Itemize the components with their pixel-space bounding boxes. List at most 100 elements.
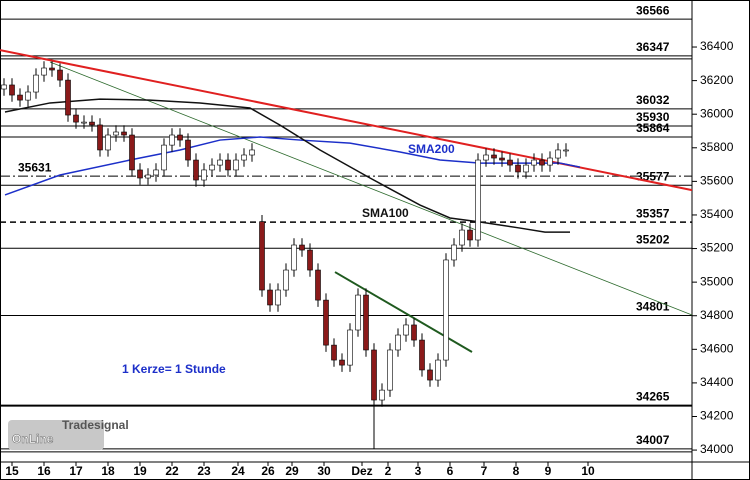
- level-label: 36347: [636, 40, 670, 54]
- candle-body: [355, 294, 361, 331]
- candle-body: [41, 67, 47, 76]
- y-tick-label: 34400: [700, 375, 734, 389]
- x-tick-label: Dez: [351, 464, 372, 478]
- candle-body: [539, 159, 545, 166]
- logo-name: OnLine: [12, 432, 54, 446]
- candle-body: [419, 339, 425, 371]
- candle-body: [483, 154, 489, 161]
- candle-body: [347, 329, 353, 366]
- candle-body: [395, 334, 401, 351]
- sma-line: [4, 98, 570, 233]
- candle-body: [563, 149, 569, 152]
- candle-body: [161, 144, 167, 171]
- candle-body: [1, 84, 7, 90]
- candle-body: [153, 169, 159, 176]
- candle-body: [531, 159, 537, 166]
- sma-line: [4, 136, 581, 196]
- level-label: 35631: [18, 160, 52, 174]
- x-tick-label: 30: [317, 464, 331, 478]
- candle-body: [33, 74, 39, 93]
- candle-body: [491, 154, 497, 159]
- candle-body: [121, 131, 127, 136]
- level-label: 34801: [636, 300, 670, 314]
- y-tick-label: 34600: [700, 341, 734, 355]
- logo-brand: Tradesignal: [62, 418, 129, 432]
- candle-body: [105, 134, 111, 151]
- level-label: 35357: [636, 206, 670, 220]
- y-tick-label: 35200: [700, 241, 734, 255]
- x-tick-label: 6: [447, 464, 454, 478]
- candle-body: [555, 149, 561, 159]
- x-tick-label: 24: [231, 464, 245, 478]
- y-tick-label: 35600: [700, 174, 734, 188]
- trendline: [49, 61, 693, 316]
- x-tick-label: 2: [385, 464, 392, 478]
- y-tick-label: 34000: [700, 442, 734, 456]
- candle-body: [57, 69, 63, 81]
- candle-body: [49, 67, 55, 71]
- x-tick-label: 16: [37, 464, 51, 478]
- logo: Tradesignal OnLine: [8, 418, 129, 450]
- candle-body: [475, 159, 481, 241]
- candle-body: [451, 244, 457, 261]
- candle-body: [201, 169, 207, 181]
- candle-body: [193, 159, 199, 181]
- x-tick-label: 23: [197, 464, 211, 478]
- candle-body: [275, 289, 281, 306]
- candle-body: [9, 84, 15, 96]
- candle-body: [307, 249, 313, 271]
- y-tick-label: 35800: [700, 140, 734, 154]
- candle-body: [299, 244, 305, 251]
- candle-body: [387, 349, 393, 391]
- candle-body: [249, 149, 255, 156]
- candle-body: [169, 134, 175, 146]
- candle-body: [443, 259, 449, 361]
- candle-body: [217, 159, 223, 166]
- candle-body: [81, 121, 87, 124]
- x-tick-label: 8: [513, 464, 520, 478]
- x-tick-label: 7: [481, 464, 488, 478]
- candle-body: [177, 134, 183, 141]
- candle-body: [137, 169, 143, 179]
- y-tick-label: 35000: [700, 274, 734, 288]
- candle-body: [113, 131, 119, 136]
- y-tick-label: 36400: [700, 39, 734, 53]
- x-tick-label: 17: [69, 464, 83, 478]
- level-label: 35864: [636, 121, 670, 135]
- y-tick-label: 36000: [700, 106, 734, 120]
- candle-body: [435, 359, 441, 381]
- candle-body: [89, 121, 95, 126]
- candle-body: [411, 324, 417, 341]
- level-label: 35930: [636, 110, 670, 124]
- candle-body: [291, 244, 297, 271]
- candle-body: [283, 269, 289, 291]
- candle-body: [323, 299, 329, 346]
- candle-body: [129, 134, 135, 171]
- candle-body: [331, 344, 337, 361]
- x-tick-label: 3: [415, 464, 422, 478]
- level-label: 34265: [636, 390, 670, 404]
- trendline: [334, 271, 473, 353]
- x-tick-label: 15: [5, 464, 19, 478]
- candle-body: [73, 114, 79, 123]
- candle-body: [97, 124, 103, 151]
- candle-body: [427, 369, 433, 381]
- candle-body: [363, 294, 369, 351]
- candle-body: [209, 164, 215, 171]
- x-tick-label: 29: [285, 464, 299, 478]
- x-tick-label: 9: [545, 464, 552, 478]
- y-tick-label: 34200: [700, 409, 734, 423]
- level-label: 36566: [636, 3, 670, 17]
- note: 1 Kerze= 1 Stunde: [122, 362, 226, 376]
- candle-body: [25, 91, 31, 101]
- x-tick-label: 10: [581, 464, 595, 478]
- candle-body: [379, 389, 385, 401]
- y-tick-label: 35400: [700, 207, 734, 221]
- candle-body: [145, 174, 151, 179]
- logo-box: [8, 420, 104, 450]
- candle-body: [241, 154, 247, 161]
- sma-label: SMA100: [362, 206, 409, 220]
- candle-body: [233, 159, 239, 171]
